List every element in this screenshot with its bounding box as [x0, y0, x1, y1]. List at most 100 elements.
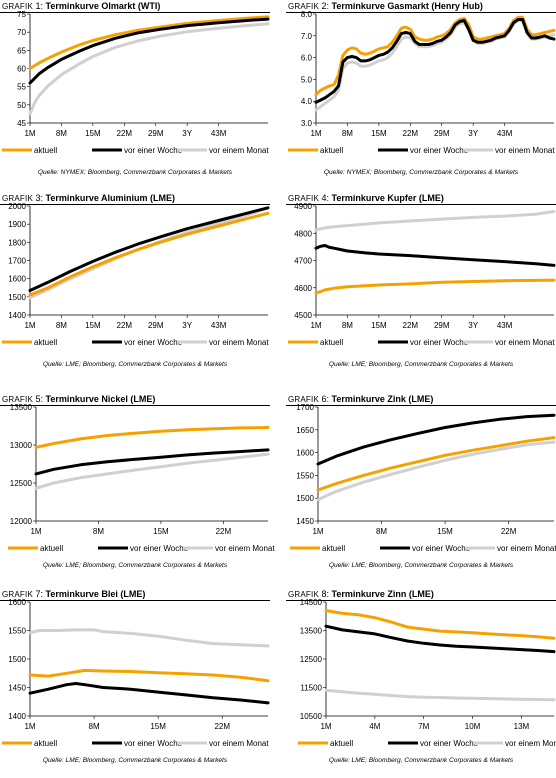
y-tick-label: 60 [17, 65, 26, 74]
legend-vor-einem-monat-label: vor einem Monat [505, 739, 556, 748]
y-tick-label: 12000 [10, 517, 33, 526]
x-tick-label: 15M [85, 321, 101, 330]
y-tick-label: 12500 [300, 655, 323, 664]
x-tick-label: 22M [501, 527, 517, 536]
title-rule [286, 600, 556, 601]
x-tick-label: 15M [437, 527, 453, 536]
x-tick-label: 1M [310, 129, 321, 138]
figure-number: 3: [35, 193, 44, 203]
y-tick-label: 1700 [8, 257, 26, 266]
x-tick-label: 29M [148, 321, 164, 330]
legend-vor-einer-woche-label: vor einer Woche [124, 338, 183, 347]
source-note: Quelle: LME; Bloomberg, Commerzbank Corp… [328, 361, 514, 368]
x-tick-label: 22M [117, 321, 133, 330]
y-tick-label: 45 [17, 119, 26, 128]
series-line-vor-einer-woche [314, 244, 556, 267]
legend-aktuell-label: aktuell [40, 544, 63, 553]
legend-vor-einer-woche-label: vor einer Woche [412, 544, 471, 553]
y-tick-label: 50 [17, 101, 26, 110]
series-line-aktuell [314, 15, 556, 97]
figure-number: 5: [35, 394, 44, 404]
x-tick-label: 8M [56, 321, 67, 330]
x-tick-label: 8M [342, 321, 353, 330]
figure-label: GRAFIK [2, 395, 33, 404]
y-tick-label: 1900 [8, 220, 26, 229]
line-chart: 12000 12500 13000 13500 1M 8M 15M 22M aktuell vor… [8, 403, 275, 553]
series-line-aktuell [324, 609, 556, 640]
legend-vor-einem-monat-label: vor einem Monat [209, 146, 269, 155]
source-note: Quelle: LME; Bloomberg, Commerzbank Corp… [328, 757, 514, 764]
figure-label: GRAFIK [288, 395, 319, 404]
series-line-vor-einer-woche [28, 682, 270, 705]
title-rule [0, 600, 270, 601]
source-note: Quelle: NYMEX; Bloomberg, Commerzbank Co… [323, 169, 519, 176]
x-tick-label: 15M [150, 722, 166, 731]
chart-name: Terminkurve Gasmarkt (Henry Hub) [331, 1, 483, 11]
y-tick-label: 1650 [296, 426, 314, 435]
chart-name: Terminkurve Olmarkt (WTI) [45, 1, 161, 11]
line-chart: 10500 11500 12500 13500 14500 1M 4M 7M 10M 13M akt… [298, 598, 556, 748]
chart-name: Terminkurve Aluminium (LME) [45, 193, 176, 203]
x-tick-label: 1M [320, 722, 331, 731]
chart-title: GRAFIK 5: Terminkurve Nickel (LME) [2, 394, 155, 404]
legend-aktuell-label: aktuell [320, 338, 343, 347]
legend-vor-einem-monat-label: vor einem Monat [495, 338, 555, 347]
x-tick-label: 22M [403, 321, 419, 330]
source-note: Quelle: LME; Bloomberg, Commerzbank Corp… [42, 562, 228, 569]
chart-title: GRAFIK 7: Terminkurve Blei (LME) [2, 589, 145, 599]
legend-vor-einem-monat-label: vor einem Monat [497, 544, 556, 553]
chart-name: Terminkurve Nickel (LME) [45, 394, 156, 404]
series-line-vor-einer-woche [324, 624, 556, 654]
x-tick-label: 15M [153, 527, 169, 536]
x-tick-label: 3Y [182, 321, 192, 330]
chart-title: GRAFIK 8: Terminkurve Zinn (LME) [288, 589, 434, 599]
y-tick-label: 1700 [296, 403, 314, 412]
y-tick-label: 1600 [8, 598, 26, 607]
y-tick-label: 14500 [300, 598, 323, 607]
y-tick-label: 6.0 [301, 54, 313, 63]
y-tick-label: 12500 [10, 479, 33, 488]
x-tick-label: 1M [24, 321, 35, 330]
x-tick-label: 1M [310, 321, 321, 330]
figure-number: 2: [321, 1, 330, 11]
figure-label: GRAFIK [2, 590, 33, 599]
y-tick-label: 4800 [294, 229, 312, 238]
y-tick-label: 13500 [10, 403, 33, 412]
chart-panel-gas: GRAFIK 2: Terminkurve Gasmarkt (Henry Hu… [286, 0, 556, 190]
legend-vor-einem-monat-label: vor einem Monat [209, 338, 269, 347]
y-tick-label: 1500 [8, 293, 26, 302]
series-line-vor-einem-monat [314, 210, 556, 232]
line-chart: 1400 1450 1500 1550 1600 1M 8M 15M 22M aktuell vor… [2, 598, 270, 748]
title-rule [0, 405, 270, 406]
chart-name: Terminkurve Blei (LME) [45, 589, 146, 599]
figure-label: GRAFIK [2, 2, 33, 11]
y-tick-label: 75 [17, 10, 26, 19]
chart-panel-blei: GRAFIK 7: Terminkurve Blei (LME) 1400 145… [0, 588, 270, 778]
source-note: Quelle: LME; Bloomberg, Commerzbank Corp… [42, 757, 228, 764]
line-chart: 1400 1500 1600 1700 1800 1900 2000 1M 8M 15M 22M 29… [2, 202, 270, 347]
legend-vor-einer-woche-label: vor einer Woche [124, 146, 183, 155]
y-tick-label: 1400 [8, 712, 26, 721]
y-tick-label: 1500 [296, 494, 314, 503]
y-tick-label: 1600 [296, 449, 314, 458]
series-line-aktuell [28, 668, 270, 683]
series-line-vor-einem-monat [28, 22, 270, 116]
y-tick-label: 1500 [8, 655, 26, 664]
x-tick-label: 3Y [182, 129, 192, 138]
x-tick-label: 1M [312, 527, 323, 536]
figure-label: GRAFIK [2, 194, 33, 203]
y-tick-label: 13500 [300, 627, 323, 636]
x-tick-label: 15M [371, 321, 387, 330]
chart-panel-zink: GRAFIK 6: Terminkurve Zink (LME) 1450 150… [286, 393, 556, 583]
chart-panel-aluminium: GRAFIK 3: Terminkurve Aluminium (LME) 14… [0, 192, 270, 382]
chart-name: Terminkurve Zink (LME) [331, 394, 434, 404]
series-line-vor-einer-woche [34, 448, 270, 476]
title-rule [286, 204, 556, 205]
chart-panel-zinn: GRAFIK 8: Terminkurve Zinn (LME) 10500 11… [286, 588, 556, 778]
figure-number: 7: [35, 589, 44, 599]
x-tick-label: 10M [465, 722, 481, 731]
title-rule [0, 12, 270, 13]
x-tick-label: 43M [211, 321, 227, 330]
x-tick-label: 29M [434, 129, 450, 138]
y-tick-label: 1550 [296, 471, 314, 480]
